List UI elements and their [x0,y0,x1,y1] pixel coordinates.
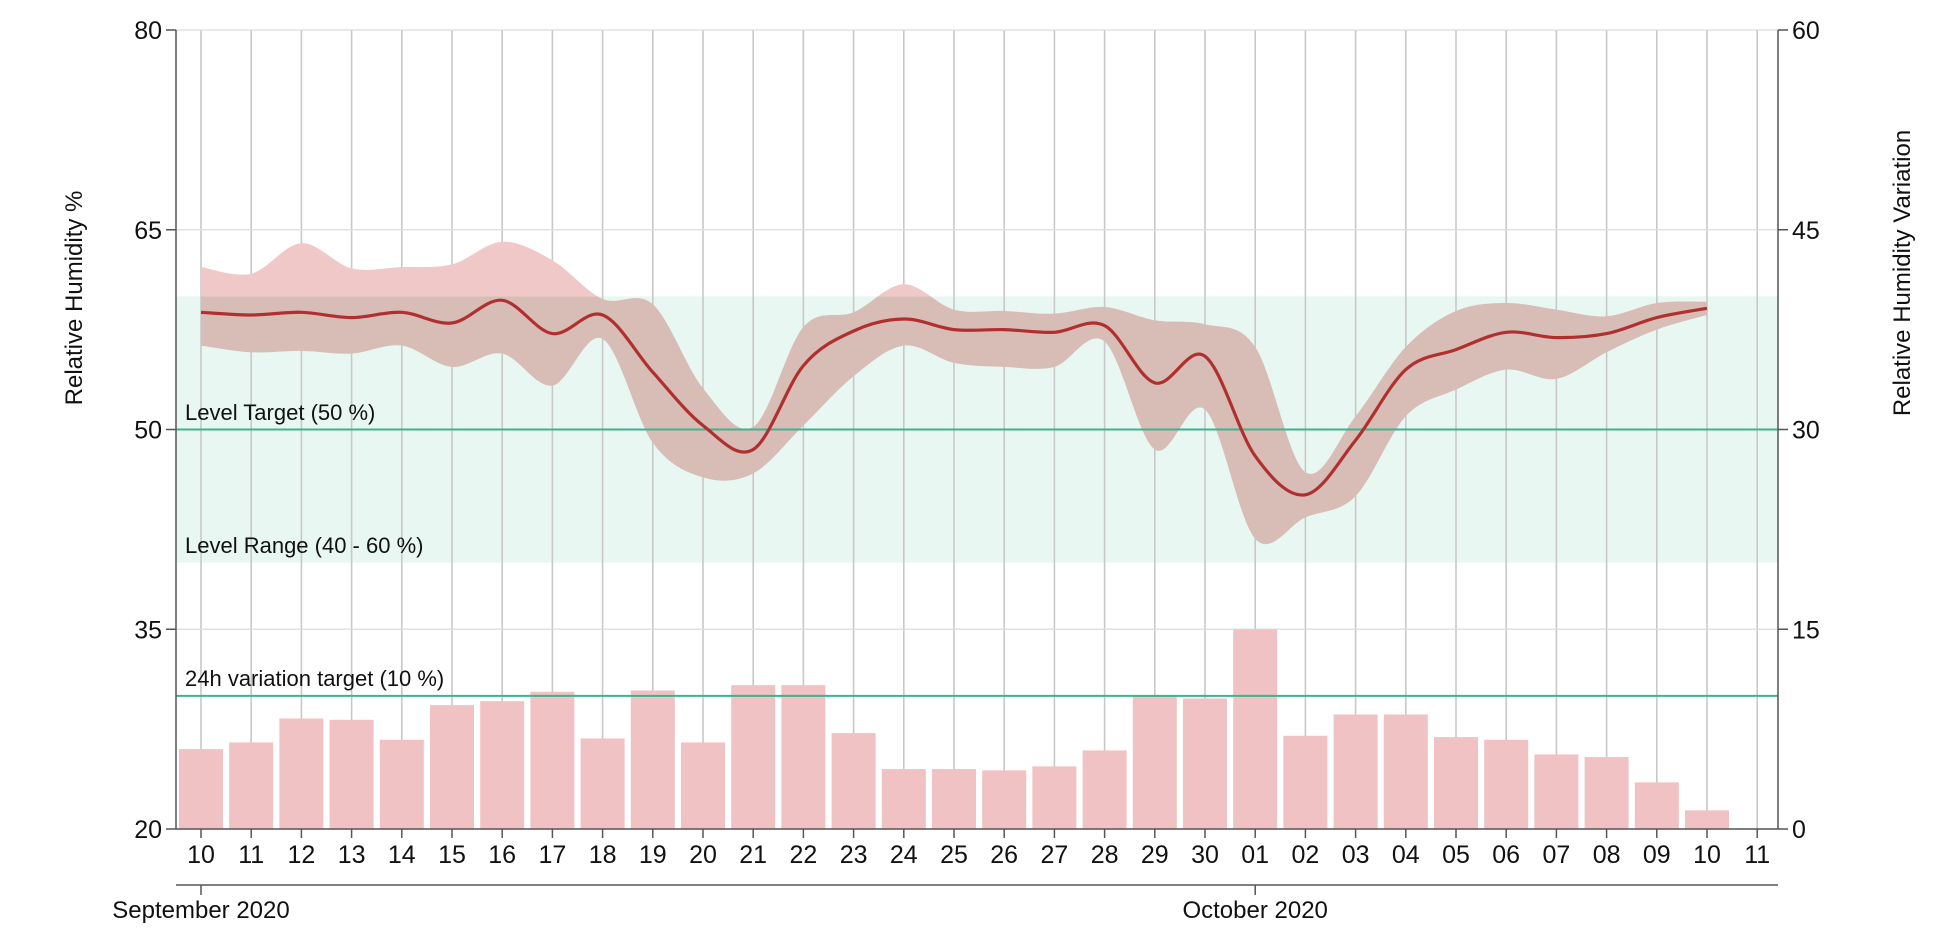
x-tick-label: 30 [1191,841,1219,869]
variation-bars [179,629,1729,829]
x-tick-label: 11 [1744,841,1770,869]
variation-bar [1233,629,1278,829]
variation-target-label: 24h variation target (10 %) [185,666,444,691]
x-tick-label: 11 [238,841,264,869]
y2-tick-label: 45 [1792,217,1820,245]
y2-axis-title: Relative Humidity Variation [1889,130,1916,416]
variation-bar [1132,695,1177,829]
x-tick-label: 05 [1442,841,1470,869]
variation-bar [1634,782,1679,829]
x-tick-label: 07 [1542,841,1570,869]
variation-bar [731,685,776,829]
x-tick-label: 03 [1342,841,1370,869]
x-tick-label: 19 [639,841,667,869]
x-tick-label: 06 [1492,841,1520,869]
x-tick-label: 17 [538,841,566,869]
x-tick-label: 20 [689,841,717,869]
humidity-band [201,241,1707,545]
x-tick-label: 09 [1643,841,1671,869]
x-tick-label: 04 [1392,841,1420,869]
x-tick-label: 01 [1241,841,1269,869]
y-axis-title: Relative Humidity % [61,191,88,406]
humidity-line [200,298,1708,497]
x-tick-label: 02 [1291,841,1319,869]
reference-lines [176,428,1778,697]
y2-tick-label: 60 [1792,17,1820,45]
x-tick-label: 16 [488,841,516,869]
variation-bar [1434,737,1478,829]
x-tick-label: 24 [890,841,918,869]
variation-bar [1333,714,1378,829]
variation-bar [1082,750,1127,829]
variation-bar [932,769,976,829]
axes: 20 35 50 65 80 0 15 30 45 60 10 11 12 13 14 15 16 17 18 19 2… [112,17,1820,924]
y-tick-label: 35 [134,616,162,644]
y2-tick-label: 30 [1792,417,1820,445]
x-tick-label: 23 [840,841,868,869]
x-tick-label: 13 [338,841,366,869]
x-tick-label: 14 [388,841,416,869]
level-target-label: Level Target (50 %) [185,400,375,425]
x-tick-label: 29 [1141,841,1169,869]
humidity-series-line [200,298,1708,497]
month-label: September 2020 [112,897,289,924]
variation-bar [1685,810,1729,829]
variation-bar [279,718,324,829]
variation-bar [329,719,374,829]
variation-bar [831,733,876,829]
x-tick-label: 22 [789,841,817,869]
y2-tick-label: 0 [1792,816,1806,844]
annotations: Level Target (50 %) Level Range (40 - 60… [185,400,444,691]
variation-bar [179,749,223,829]
x-tick-label: 08 [1593,841,1621,869]
variation-bar [630,690,675,829]
variation-bar [982,770,1027,829]
x-tick-label: 27 [1040,841,1068,869]
humidity-band-in-range [201,296,1707,545]
variation-bar [681,742,725,829]
y-tick-label: 50 [134,417,162,445]
variation-bar [430,705,474,829]
variation-bar [229,742,274,829]
variation-bar [530,691,575,829]
y-tick-label: 65 [134,217,162,245]
variation-bar [881,769,926,829]
month-label: October 2020 [1182,897,1327,924]
variation-bar [1283,735,1328,829]
variation-bar [1383,714,1428,829]
x-tick-label: 28 [1091,841,1119,869]
x-tick-label: 12 [287,841,315,869]
x-tick-label: 10 [187,841,215,869]
variation-bar [1032,766,1077,829]
x-tick-label: 10 [1693,841,1721,869]
variation-bar [580,738,625,829]
x-tick-label: 15 [438,841,466,869]
variation-bar [379,739,424,829]
y-tick-label: 20 [134,816,162,844]
variation-bar [1484,739,1529,829]
x-tick-label: 18 [589,841,617,869]
x-tick-label: 26 [990,841,1018,869]
x-tick-label: 25 [940,841,968,869]
variation-bar [480,701,525,829]
x-tick-label: 21 [739,841,767,869]
variation-bar [1534,754,1579,829]
variation-bar [781,685,826,829]
y-tick-label: 80 [134,17,162,45]
humidity-band-above-range [201,241,931,297]
level-range-label: Level Range (40 - 60 %) [185,533,423,558]
y2-tick-label: 15 [1792,616,1820,644]
variation-bar [1584,757,1629,829]
variation-bar [1183,698,1227,829]
